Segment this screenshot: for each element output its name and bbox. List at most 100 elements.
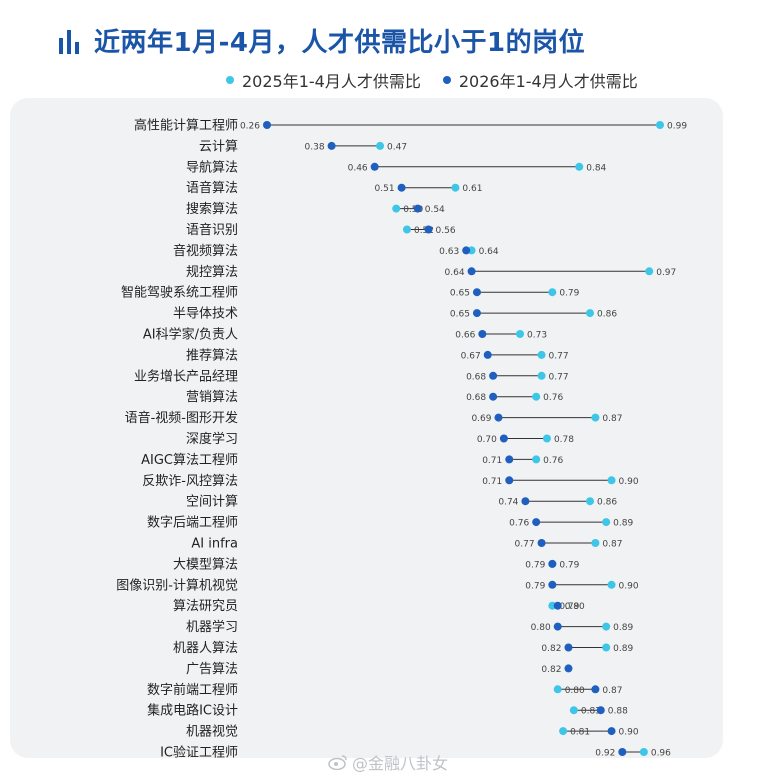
point-2025 [602,518,611,527]
point-2026 [553,601,562,610]
value-label-2025: 0.96 [651,749,671,759]
value-label-2025: 0.87 [602,540,622,550]
legend-item-2026: 2026年1-4月人才供需比 [442,68,638,92]
category-label: AI科学家/负责人 [143,327,238,343]
point-2026 [564,643,573,652]
point-2026 [397,183,406,192]
point-2025 [532,392,541,401]
value-label-2025: 0.89 [613,623,633,633]
point-2026 [591,685,600,694]
chart-title: 近两年1月-4月，人才供需比小于1的岗位 [94,28,586,58]
point-2025 [639,748,648,756]
point-2026 [564,664,573,673]
point-2026 [263,121,271,129]
point-2025 [376,141,385,150]
value-label-2026: 0.68 [466,372,486,382]
category-label: 云计算 [199,139,238,154]
point-2025 [548,288,557,297]
value-label-2026: 0.51 [375,184,395,194]
value-label-2025: 0.83 [581,707,601,717]
value-label-2025: 0.90 [619,581,639,591]
value-label-2026: 0.88 [608,707,628,717]
point-2026 [489,371,498,380]
category-label: 语音识别 [186,222,238,238]
category-label: IC验证工程师 [160,745,238,761]
legend-item-2025: 2025年1-4月人才供需比 [226,68,421,92]
value-label-2025: 0.81 [570,728,590,738]
category-label: 导航算法 [186,159,238,175]
category-label: 机器学习 [186,619,238,635]
value-label-2026: 0.71 [482,477,502,487]
point-2026 [483,350,492,359]
category-label: 机器视觉 [186,725,238,740]
point-2026 [521,497,530,506]
point-2026 [537,539,546,547]
value-label-2025: 0.86 [597,498,617,508]
value-label-2025: 0.84 [586,163,606,173]
value-label-2025: 0.77 [549,351,569,361]
point-2025 [559,727,568,736]
value-label-2025: 0.52 [414,226,434,236]
point-2026 [532,518,541,527]
point-2026 [505,476,514,485]
value-label-2025: 0.50 [403,205,423,215]
value-label-2026: 0.82 [541,644,561,654]
point-2026 [462,246,471,255]
point-2026 [472,288,481,297]
value-label-2025: 0.76 [543,393,563,403]
category-label: 图像识别-计算机视觉 [116,578,238,593]
value-label-2026: 0.66 [455,331,475,341]
point-2025 [537,350,546,359]
value-label-2025: 0.79 [559,289,579,299]
value-label-2025: 0.76 [543,456,563,466]
value-label-2025: 0.86 [597,310,617,320]
point-2025 [542,434,551,443]
value-label-2025: 0.87 [602,414,622,424]
point-2026 [505,455,514,464]
point-2026 [596,706,605,715]
point-2025 [607,476,616,485]
category-label: 高性能计算工程师 [134,118,238,134]
point-2026 [607,727,616,736]
value-label-2026: 0.92 [595,749,615,759]
category-label: 反欺诈-风控算法 [142,474,238,489]
value-label-2026: 0.67 [461,351,481,361]
point-2025 [591,413,600,422]
point-2026 [478,330,487,338]
point-2025 [586,497,595,506]
category-label: AI infra [191,537,238,552]
value-label-2025: 0.47 [387,142,407,152]
value-label-2026: 0.64 [445,268,465,278]
value-label-2025: 0.64 [479,247,499,257]
point-2025 [602,622,611,631]
value-label-2025: 0.78 [554,435,574,445]
category-label: 深度学习 [186,431,238,447]
value-label-2026: 0.70 [477,435,497,445]
point-2026 [327,141,336,150]
value-label-2026: 0.69 [471,414,491,424]
point-2026 [548,580,557,589]
point-2025 [645,267,654,276]
value-label-2026: 0.79 [525,581,545,591]
point-2026 [467,267,476,276]
point-2026 [553,622,562,631]
legend-dot-2026 [442,76,451,84]
value-label-2025: 0.61 [462,184,482,194]
value-label-2025: 0.79 [559,560,579,570]
category-label: 搜索算法 [186,202,238,217]
value-label-2026: 0.26 [240,122,260,132]
point-2026 [424,225,433,234]
value-label-2026: 0.79 [525,560,545,570]
category-label: 数字前端工程师 [147,682,238,698]
weibo-icon [328,755,347,770]
value-label-2026: 0.77 [515,540,535,550]
category-label: 数字后端工程师 [147,516,238,531]
point-2025 [532,455,541,464]
point-2026 [548,559,557,568]
point-2025 [451,183,460,192]
point-2026 [413,204,422,213]
point-2025 [516,330,525,338]
legend-dot-2025 [226,76,234,84]
point-2025 [537,371,546,380]
